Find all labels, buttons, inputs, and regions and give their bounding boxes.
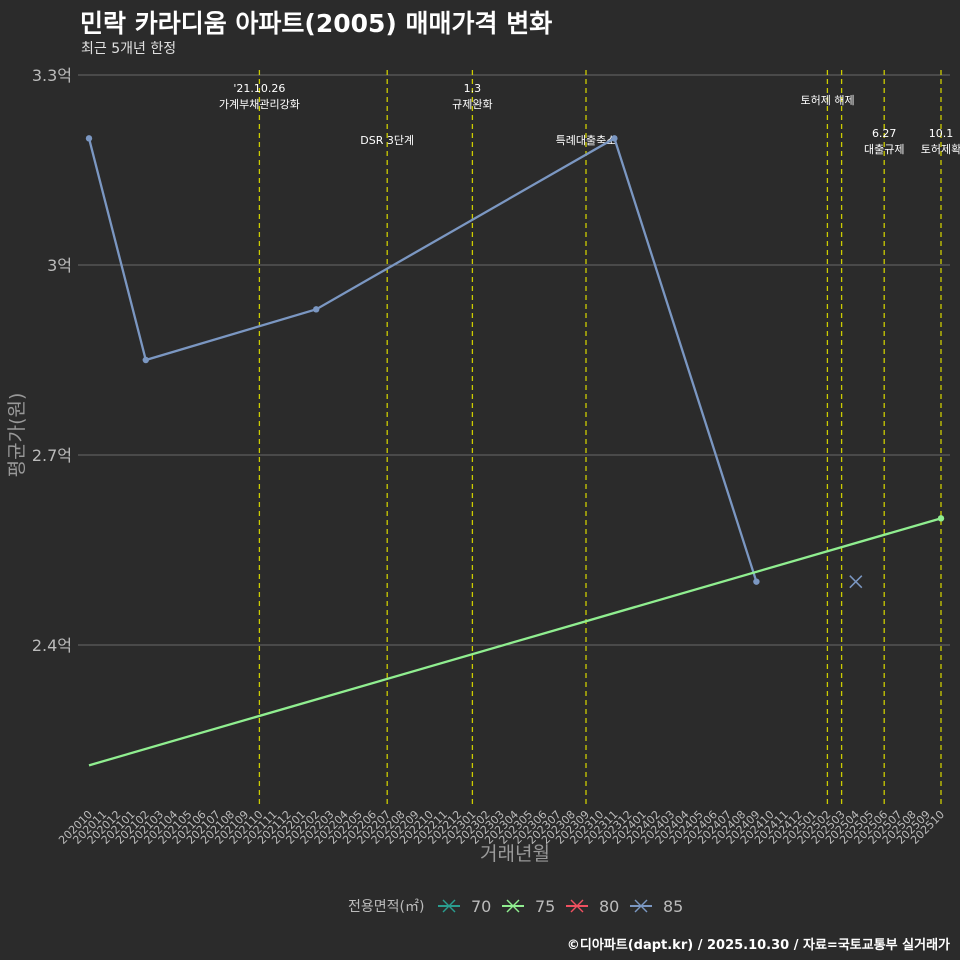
legend-key-cross [506, 899, 520, 913]
series-75-point [937, 515, 945, 522]
policy-annotation: '21.10.26 [233, 82, 285, 95]
series-85-point [313, 306, 320, 313]
policy-annotation: 특례대출축소 [556, 134, 617, 147]
series-75-line [88, 517, 942, 767]
legend-label: 80 [599, 897, 619, 916]
source-caption: ©디아파트(dapt.kr) / 2025.10.30 / 자료=국토교통부 실… [566, 938, 950, 953]
series-85-cross [849, 575, 863, 589]
y-tick-label: 3억 [47, 256, 72, 275]
policy-annotation: 10.1 [929, 127, 954, 140]
policy-annotation: DSR 3단계 [360, 134, 414, 147]
legend-key-cross [634, 899, 648, 913]
y-tick-label: 2.4억 [32, 636, 72, 655]
y-axis-title: 평균가(원) [6, 393, 28, 478]
legend-label: 70 [471, 897, 491, 916]
policy-annotation: 1.3 [464, 82, 482, 95]
legend-label: 85 [663, 897, 683, 916]
policy-annotation: 토허제확 [921, 143, 960, 156]
y-tick-label: 2.7억 [32, 446, 72, 465]
policy-annotation: 토허제 해제 [801, 93, 855, 107]
y-tick-label: 3.3억 [32, 66, 72, 85]
policy-annotation: 대출규제 [864, 143, 904, 156]
x-axis-title: 거래년월 [480, 843, 550, 865]
legend-key-cross [442, 899, 456, 913]
chart-subtitle: 최근 5개년 한정 [81, 41, 177, 57]
series-85-point [611, 135, 618, 142]
policy-annotation: 6.27 [872, 127, 897, 140]
legend-key-cross [570, 899, 584, 913]
legend-label: 75 [535, 897, 555, 916]
policy-annotation: 규제완화 [452, 98, 492, 111]
series-85-point [85, 135, 93, 142]
legend-title: 전용면적(㎡) [348, 899, 424, 915]
chart-title: 민락 카라디움 아파트(2005) 매매가격 변화 [80, 9, 553, 38]
series-85-line [87, 136, 758, 583]
policy-annotation: 가계부채관리강화 [219, 98, 300, 111]
series-85-point [753, 578, 760, 585]
series-85-point [142, 356, 149, 364]
